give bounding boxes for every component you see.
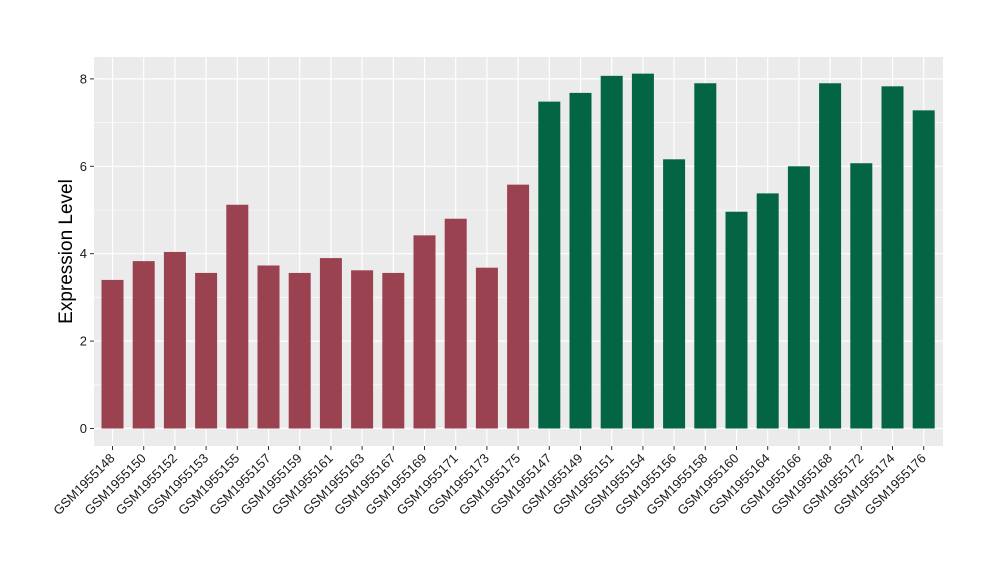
bar-GSM1955151 (600, 75, 623, 429)
bar-GSM1955172 (850, 163, 873, 429)
y-axis: 0 2 4 6 8 (80, 71, 94, 436)
bar-GSM1955156 (663, 159, 686, 429)
bar-GSM1955153 (195, 272, 218, 429)
bar-GSM1955149 (569, 92, 592, 429)
bar-GSM1955157 (257, 265, 280, 429)
bar-GSM1955150 (132, 261, 155, 429)
bar-GSM1955152 (163, 251, 186, 429)
bar-GSM1955155 (226, 204, 249, 429)
y-tick-label: 6 (80, 159, 87, 174)
bar-GSM1955171 (444, 218, 467, 429)
bar-GSM1955158 (694, 83, 717, 429)
bar-GSM1955169 (413, 235, 436, 429)
y-axis-title: Expression Level (56, 179, 77, 324)
y-tick-label: 2 (80, 334, 87, 349)
bar-GSM1955175 (507, 184, 530, 429)
bar-GSM1955159 (288, 272, 311, 429)
bar-GSM1955164 (756, 193, 779, 429)
bar-GSM1955148 (101, 279, 124, 429)
bars (101, 73, 935, 429)
bar-GSM1955161 (319, 258, 342, 429)
y-tick-label: 4 (80, 246, 87, 261)
bar-GSM1955154 (631, 73, 654, 429)
bar-GSM1955176 (912, 110, 935, 429)
bar-GSM1955173 (475, 267, 498, 429)
bar-GSM1955147 (538, 101, 561, 429)
bar-GSM1955167 (382, 272, 405, 429)
y-tick-label: 8 (80, 71, 87, 86)
y-tick-label: 0 (80, 421, 87, 436)
bar-GSM1955160 (725, 211, 748, 429)
bar-GSM1955163 (351, 270, 374, 429)
bar-GSM1955168 (819, 83, 842, 429)
bar-GSM1955166 (787, 166, 810, 429)
bar-GSM1955174 (881, 86, 904, 429)
